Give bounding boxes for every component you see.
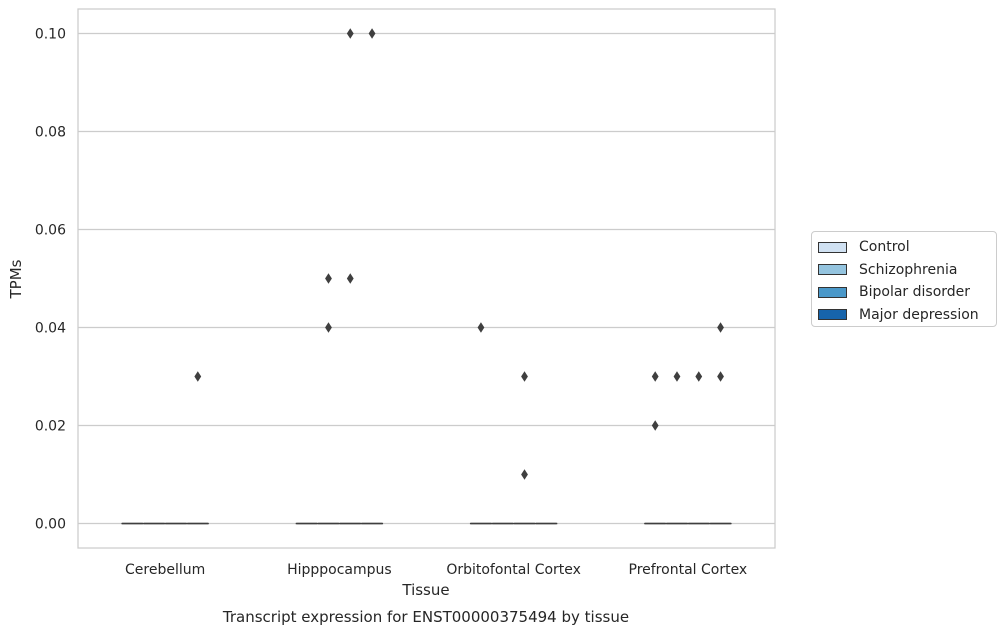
legend-item: Major depression xyxy=(818,304,996,327)
outlier-point xyxy=(673,371,681,382)
y-tick-label: 0.06 xyxy=(35,223,66,239)
outlier-point xyxy=(477,322,485,333)
x-axis-label: Tissue xyxy=(401,581,449,599)
y-axis-label: TPMs xyxy=(7,259,25,299)
outlier-point xyxy=(325,273,332,284)
legend-swatch xyxy=(818,286,847,298)
outlier-point xyxy=(717,322,724,333)
outlier-point xyxy=(346,28,354,39)
outlier-point xyxy=(651,420,659,431)
y-tick-label: 0.08 xyxy=(35,125,66,141)
x-tick-label: Orbitofontal Cortex xyxy=(446,562,581,578)
legend-swatch xyxy=(818,264,847,276)
legend-swatch xyxy=(818,241,847,253)
outlier-point xyxy=(717,371,724,382)
outlier-point xyxy=(194,371,202,382)
outlier-point xyxy=(325,322,332,333)
y-tick-label: 0.00 xyxy=(35,517,66,533)
outlier-point xyxy=(521,371,528,382)
legend-label: Schizophrenia xyxy=(859,261,958,278)
outlier-point xyxy=(651,371,659,382)
y-tick-label: 0.02 xyxy=(35,419,66,435)
plot-frame xyxy=(77,8,776,549)
legend-label: Bipolar disorder xyxy=(859,284,971,301)
y-axis-ticks: 0.00 0.02 0.04 0.06 0.08 0.10 xyxy=(35,27,66,533)
outlier-point xyxy=(521,469,528,480)
legend-item: Control xyxy=(818,236,996,259)
x-tick-label: Cerebellum xyxy=(125,562,205,578)
x-tick-label: Prefrontal Cortex xyxy=(629,562,748,578)
x-tick-label: Hipppocampus xyxy=(287,562,392,578)
legend-item: Schizophrenia xyxy=(818,259,996,282)
legend-swatch xyxy=(818,309,847,321)
outlier-point xyxy=(695,371,703,382)
x-axis-ticks: Cerebellum Hipppocampus Orbitofontal Corte… xyxy=(125,562,747,578)
outlier-point xyxy=(368,28,376,39)
chart-caption: Transcript expression for ENST0000037549… xyxy=(222,608,629,626)
legend-label: Major depression xyxy=(859,306,979,323)
legend-item: Bipolar disorder xyxy=(818,281,996,304)
gridlines xyxy=(78,32,775,525)
legend-label: Control xyxy=(859,239,910,256)
legend: Control Schizophrenia Bipolar disorder Majo… xyxy=(811,231,997,327)
outlier-point xyxy=(346,273,354,284)
y-tick-label: 0.10 xyxy=(35,27,66,43)
y-tick-label: 0.04 xyxy=(35,321,66,337)
outliers xyxy=(194,28,724,480)
